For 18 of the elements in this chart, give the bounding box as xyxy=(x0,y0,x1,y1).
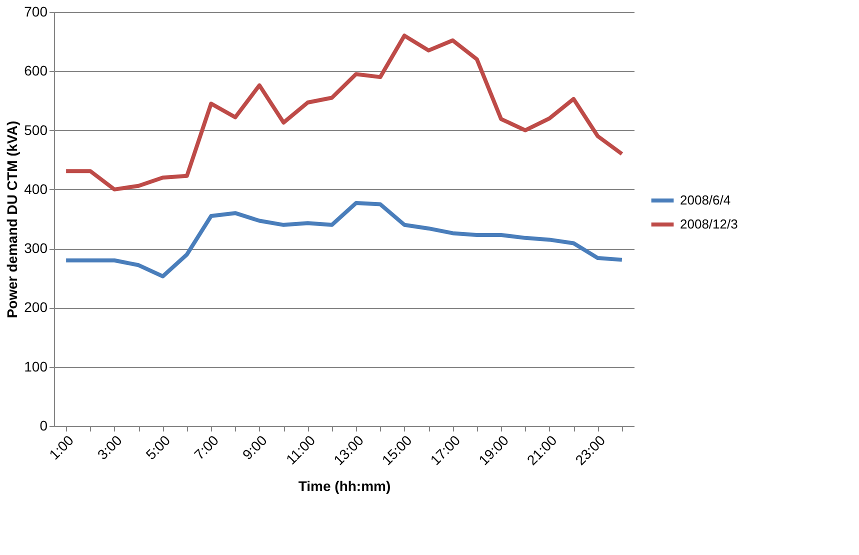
y-tick-label: 200 xyxy=(24,299,48,316)
y-tick-label: 0 xyxy=(40,418,48,434)
y-tick-label: 600 xyxy=(24,62,48,79)
x-tick-label: 7:00 xyxy=(190,432,222,463)
y-axis-title: Power demand DU CTM (kVA) xyxy=(4,120,20,318)
legend-label: 2008/12/3 xyxy=(680,216,738,232)
x-tick-label: 3:00 xyxy=(94,432,125,463)
line-series xyxy=(64,201,624,278)
y-tick-label: 500 xyxy=(24,122,48,138)
x-tick-label: 5:00 xyxy=(142,432,174,463)
legend-label: 2008/6/4 xyxy=(680,192,731,208)
y-tick-label: 400 xyxy=(24,180,48,197)
x-tick-label: 9:00 xyxy=(239,432,270,463)
x-axis-title: Time (hh:mm) xyxy=(298,478,391,494)
y-tick-label: 100 xyxy=(24,358,48,374)
y-tick-label: 700 xyxy=(24,4,48,20)
y-tick-label: 300 xyxy=(24,240,48,256)
line-series xyxy=(64,34,624,192)
